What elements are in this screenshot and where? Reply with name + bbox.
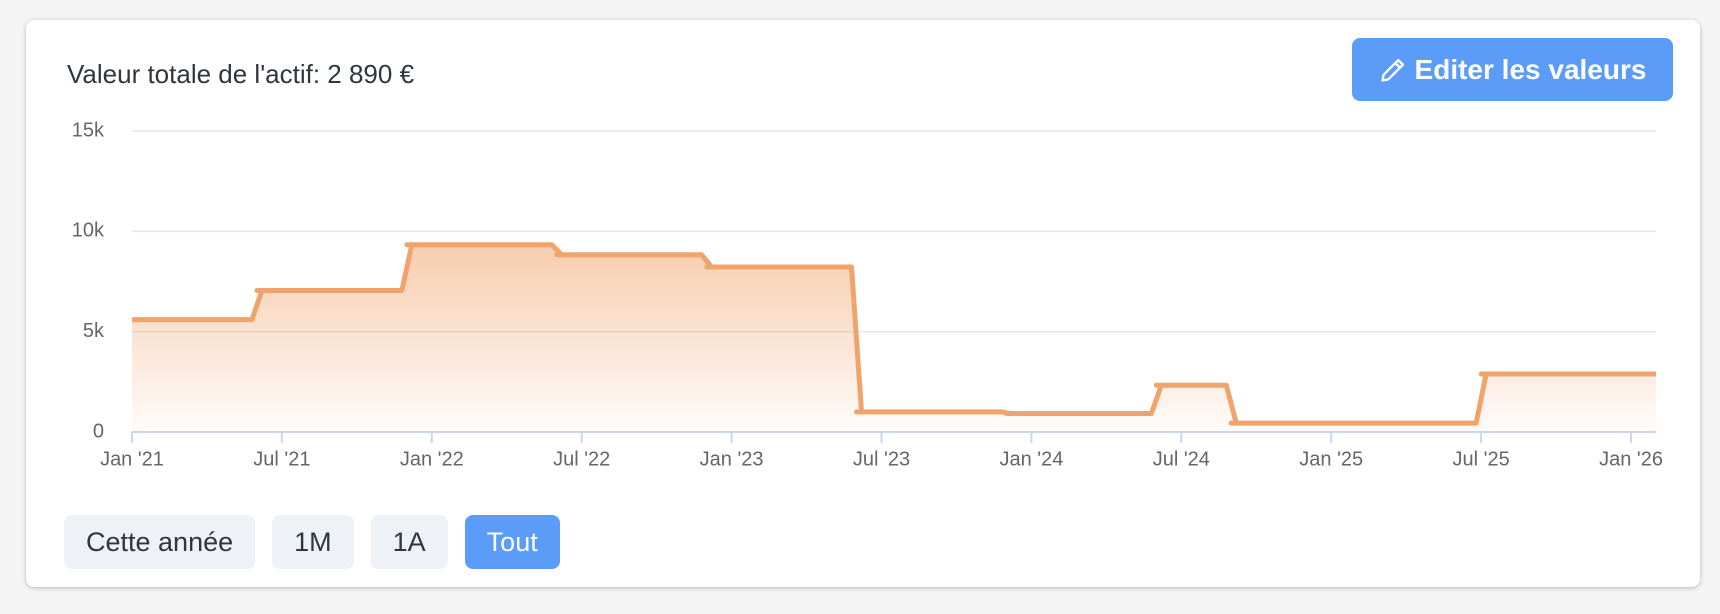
range-button[interactable]: Cette année	[64, 515, 256, 569]
edit-label: Editer les valeurs	[1414, 53, 1647, 85]
range-button[interactable]: 1A	[370, 515, 448, 569]
range-button[interactable]: Tout	[464, 515, 560, 569]
range-selector: Cette année 1M 1A Tout	[64, 515, 560, 569]
range-button[interactable]: 1M	[272, 515, 354, 569]
pencil-icon	[1380, 58, 1404, 82]
edit-button[interactable]: Editer les valeurs	[1352, 38, 1673, 101]
card	[26, 20, 1700, 587]
